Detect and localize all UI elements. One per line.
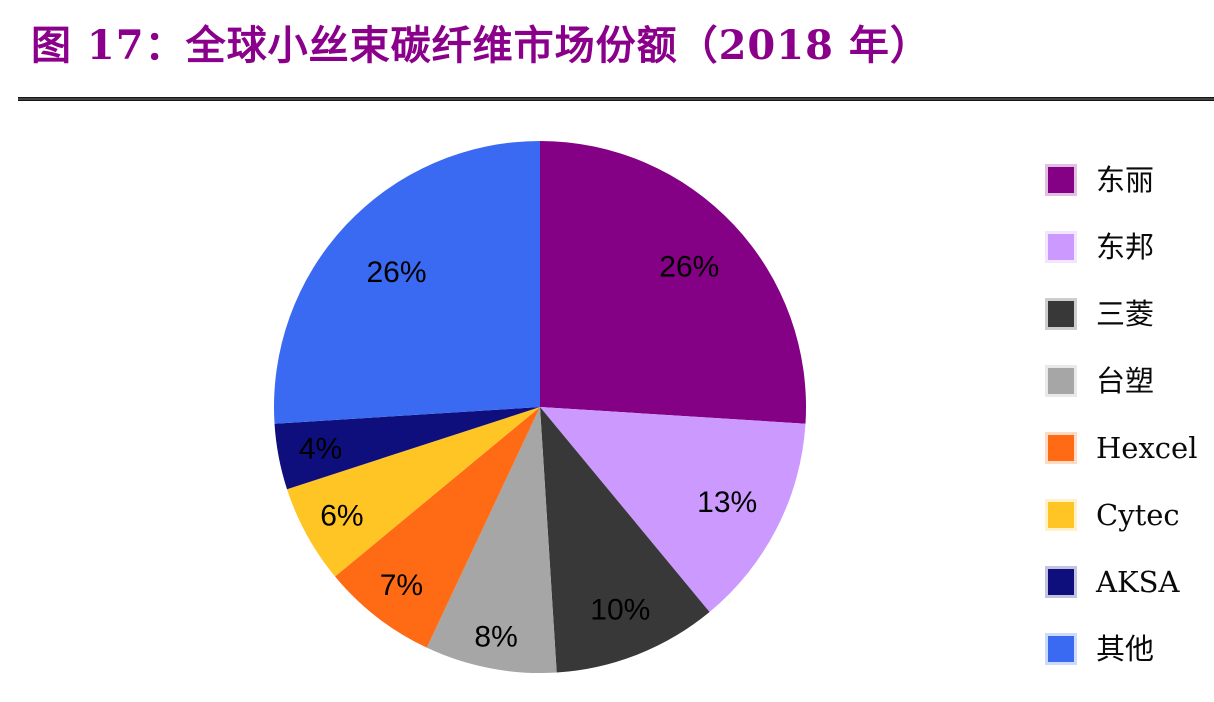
pie-slice-7 [273, 141, 540, 424]
pie-slice-label-5: 6% [320, 499, 363, 532]
legend-swatch-icon [1048, 636, 1074, 662]
legend-swatch-icon [1048, 234, 1074, 260]
legend-item-2: 三菱 [1048, 296, 1198, 331]
legend-label: 东邦 [1096, 229, 1155, 264]
pie-slice-3 [426, 407, 557, 674]
pie-slice-label-7: 26% [366, 256, 426, 289]
pie-slice-label-2: 10% [590, 593, 650, 626]
legend-swatch-icon [1048, 167, 1074, 193]
chart-legend: 东丽东邦三菱台塑 Hexcel Cytec AKSA 其他 [1048, 162, 1198, 666]
legend-item-6: AKSA [1048, 564, 1198, 599]
title-divider [18, 97, 1214, 101]
figure-header: 图 17：全球小丝束碳纤维市场份额（2018 年） [31, 22, 1191, 70]
legend-label: 台塑 [1096, 363, 1155, 398]
legend-item-7: 其他 [1048, 631, 1198, 666]
pie-slice-label-1: 13% [697, 486, 757, 519]
legend-item-0: 东丽 [1048, 162, 1198, 197]
legend-label: Hexcel [1096, 430, 1198, 465]
legend-label: AKSA [1096, 564, 1180, 599]
legend-swatch-icon [1048, 368, 1074, 394]
legend-item-4: Hexcel [1048, 430, 1198, 465]
pie-slice-1 [540, 407, 806, 612]
pie-slice-6 [274, 407, 540, 490]
legend-item-5: Cytec [1048, 497, 1198, 532]
legend-swatch-icon [1048, 569, 1074, 595]
pie-slice-label-4: 7% [380, 569, 423, 602]
legend-item-1: 东邦 [1048, 229, 1198, 264]
legend-swatch-icon [1048, 435, 1074, 461]
pie-slice-label-3: 8% [474, 620, 517, 653]
legend-label: 东丽 [1096, 162, 1155, 197]
pie-slice-4 [335, 407, 540, 648]
pie-chart-area: 26% 13% 10% 8% 7% 6% 4% 26% [0, 110, 1040, 702]
pie-slice-label-0: 26% [659, 250, 719, 283]
legend-swatch-icon [1048, 502, 1074, 528]
pie-slice-5 [287, 407, 540, 577]
pie-slice-2 [540, 407, 710, 673]
legend-item-3: 台塑 [1048, 363, 1198, 398]
legend-swatch-icon [1048, 301, 1074, 327]
legend-label: 其他 [1096, 631, 1155, 666]
figure-title: 图 17：全球小丝束碳纤维市场份额（2018 年） [31, 22, 931, 69]
pie-chart: 26% 13% 10% 8% 7% 6% 4% 26% [273, 141, 807, 674]
pie-slice-label-6: 4% [299, 432, 342, 465]
legend-label: Cytec [1096, 497, 1180, 532]
pie-slice-0 [540, 141, 807, 424]
legend-label: 三菱 [1096, 296, 1155, 331]
